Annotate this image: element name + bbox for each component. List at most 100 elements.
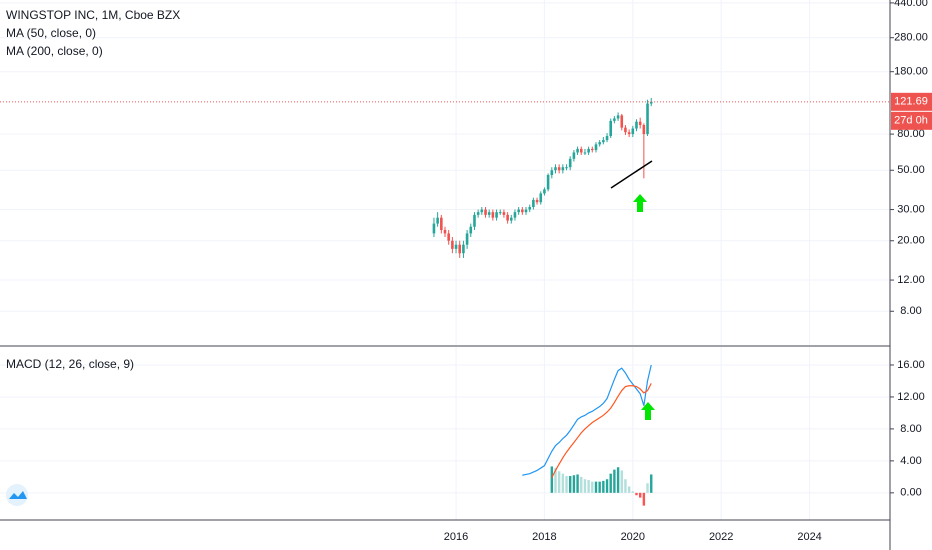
- trend-line: [610, 160, 653, 189]
- candle-body: [649, 101, 653, 104]
- histogram-bar: [568, 476, 572, 493]
- y-tick-label: 12.00: [897, 391, 925, 403]
- candle-body: [554, 167, 557, 171]
- candle-body: [546, 175, 550, 190]
- candle-body: [620, 115, 624, 128]
- histogram-bar: [613, 469, 616, 493]
- histogram-bar: [620, 470, 623, 493]
- histogram-bar: [602, 480, 605, 493]
- marks: [432, 97, 653, 506]
- histogram-bar: [550, 466, 554, 493]
- candle-body: [517, 209, 520, 213]
- candle-body: [509, 217, 513, 221]
- histogram-bar: [650, 474, 653, 493]
- candle-body: [605, 136, 609, 141]
- y-tick-label: 20.00: [897, 235, 925, 247]
- candle-body: [465, 233, 469, 245]
- histogram-bar: [576, 474, 579, 493]
- x-tick-label: 2018: [532, 531, 556, 543]
- y-tick-label: 180.00: [894, 66, 928, 78]
- x-tick-label: 2022: [709, 531, 733, 543]
- histogram-bar: [605, 479, 609, 493]
- candle-body: [458, 244, 462, 254]
- candle-body: [487, 212, 491, 215]
- candle-body: [480, 209, 484, 213]
- candle-body: [491, 212, 495, 218]
- price-label-box: [891, 92, 932, 111]
- candle-body: [443, 230, 447, 234]
- candle-body: [451, 240, 454, 249]
- candle-body: [513, 212, 517, 218]
- candle-body: [454, 244, 458, 249]
- countdown-box: [891, 111, 932, 130]
- arrow: [633, 194, 647, 212]
- price-label: 121.69: [894, 96, 928, 108]
- candle-body: [506, 214, 509, 221]
- candle-body: [539, 193, 543, 203]
- candle-body: [524, 209, 528, 213]
- candle-body: [476, 212, 480, 215]
- histogram-bar: [580, 476, 583, 493]
- candle-body: [579, 148, 583, 153]
- candle-body: [638, 121, 642, 126]
- candle-body: [462, 244, 465, 254]
- candle-body: [642, 125, 646, 135]
- macd-line: [551, 383, 652, 478]
- histogram-bar: [587, 480, 590, 493]
- candle-body: [572, 152, 576, 159]
- y-tick-label: 12.00: [897, 274, 925, 286]
- candle-body: [568, 158, 572, 168]
- logo: [6, 484, 28, 506]
- histogram-bar: [624, 479, 627, 493]
- arrow: [641, 402, 655, 420]
- candle-body: [432, 223, 436, 234]
- histogram-bar: [598, 481, 601, 493]
- candle-body: [484, 209, 487, 215]
- candle-body: [594, 144, 598, 151]
- y-tick-label: 16.00: [897, 359, 925, 371]
- histogram-bar: [554, 468, 557, 493]
- macd-line: [522, 364, 652, 476]
- candle-body: [495, 212, 498, 218]
- y-tick-label: 8.00: [900, 423, 921, 435]
- y-tick-label: 30.00: [897, 203, 925, 215]
- x-tick-label: 2016: [444, 531, 468, 543]
- y-tick-label: 4.00: [900, 455, 921, 467]
- y-tick-label: 8.00: [900, 305, 921, 317]
- x-tick-label: 2024: [797, 531, 821, 543]
- candle-body: [635, 121, 638, 129]
- histogram-bar: [642, 492, 646, 506]
- candle-body: [598, 142, 601, 145]
- chart-title: WINGSTOP INC, 1M, Cboe BZX: [6, 8, 180, 22]
- candle-body: [502, 212, 506, 215]
- candle-body: [521, 209, 524, 213]
- histogram-bar: [583, 479, 587, 493]
- candle-body: [469, 226, 473, 234]
- y-tick-label: 50.00: [897, 164, 925, 176]
- histogram-bar: [557, 471, 561, 493]
- x-tick-label: 2020: [621, 531, 645, 543]
- candle-body: [646, 103, 649, 135]
- histogram-bar: [609, 473, 612, 493]
- candle-body: [602, 140, 605, 143]
- candle-body: [473, 214, 476, 227]
- candle-body: [528, 207, 532, 210]
- candle-body: [498, 212, 502, 214]
- candle-body: [436, 217, 439, 224]
- candle-body: [631, 128, 635, 135]
- y-tick-label: 280.00: [894, 32, 928, 44]
- candle-body: [532, 199, 535, 208]
- histogram-bar: [627, 486, 631, 493]
- countdown-label: 27d 0h: [894, 115, 928, 127]
- histogram-bar: [616, 467, 620, 493]
- candle-body: [587, 148, 590, 153]
- candle-body: [565, 167, 568, 169]
- histogram-bar: [572, 475, 576, 493]
- candle-body: [627, 132, 631, 135]
- histogram-bar: [594, 481, 598, 493]
- grid: [0, 0, 890, 520]
- indicator-label: MA (50, close, 0): [6, 26, 96, 40]
- candle-body: [616, 115, 620, 119]
- histogram-bar: [561, 473, 565, 493]
